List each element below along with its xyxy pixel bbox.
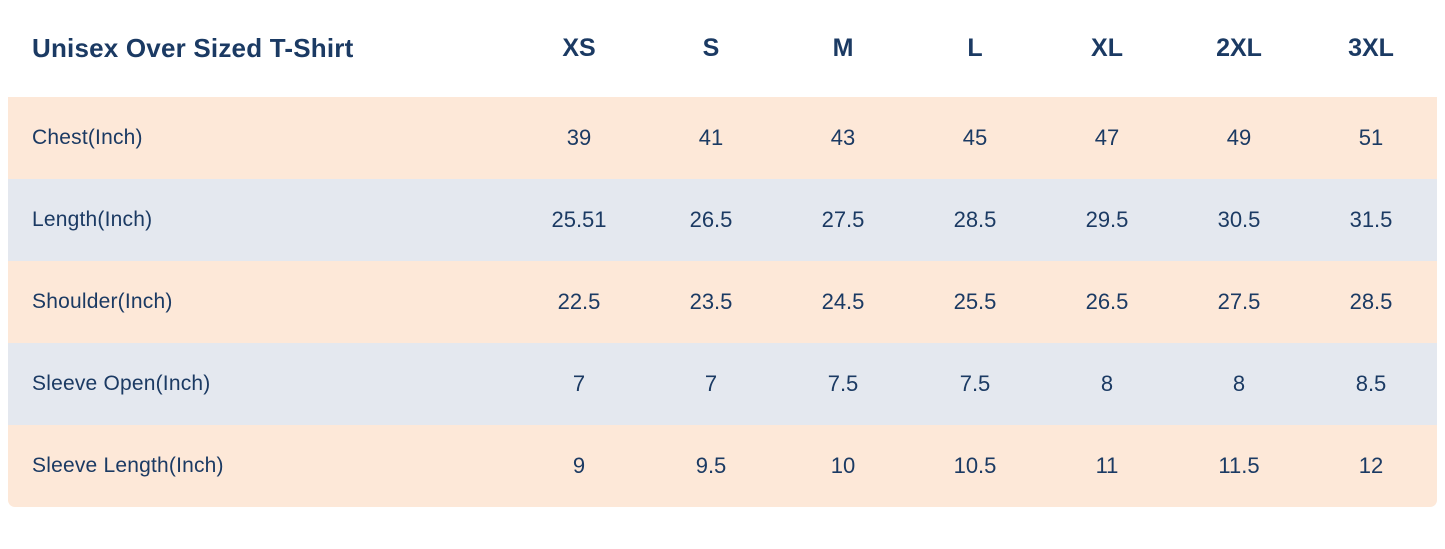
cell-value: 24.5 — [821, 289, 865, 314]
cell-value: 8.5 — [1355, 371, 1387, 396]
cell-value: 39 — [566, 125, 592, 150]
row-label: Sleeve Open(Inch) — [32, 372, 211, 395]
cell-value: 7.5 — [959, 371, 991, 396]
cell-value: 7 — [704, 371, 718, 396]
cell-value: 12 — [1358, 453, 1384, 478]
table-row-sleeve-length: Sleeve Length(Inch) 9 9.5 10 10.5 11 11.… — [8, 425, 1437, 507]
column-header-l: L — [967, 34, 983, 62]
cell-value: 29.5 — [1085, 207, 1129, 232]
column-header-xl: XL — [1091, 34, 1123, 62]
column-header-2xl: 2XL — [1216, 34, 1262, 62]
table-row-shoulder: Shoulder(Inch) 22.5 23.5 24.5 25.5 26.5 … — [8, 261, 1437, 343]
column-header-m: M — [832, 34, 854, 62]
cell-value: 9 — [572, 453, 586, 478]
cell-value: 10.5 — [953, 453, 997, 478]
cell-value: 45 — [962, 125, 988, 150]
cell-value: 26.5 — [1085, 289, 1129, 314]
cell-value: 47 — [1094, 125, 1120, 150]
cell-value: 43 — [830, 125, 856, 150]
cell-value: 51 — [1358, 125, 1384, 150]
cell-value: 22.5 — [557, 289, 601, 314]
size-chart-table: Unisex Over Sized T-Shirt XS S M L XL 2X… — [8, 0, 1437, 507]
cell-value: 31.5 — [1349, 207, 1393, 232]
cell-value: 7 — [572, 371, 586, 396]
column-header-s: S — [702, 34, 720, 62]
page-title: Unisex Over Sized T-Shirt — [32, 33, 354, 63]
cell-value: 26.5 — [689, 207, 733, 232]
row-label: Sleeve Length(Inch) — [32, 454, 224, 477]
table-row-sleeve-open: Sleeve Open(Inch) 7 7 7.5 7.5 8 8 8.5 — [8, 343, 1437, 425]
cell-value: 23.5 — [689, 289, 733, 314]
column-header-3xl: 3XL — [1348, 34, 1394, 62]
cell-value: 25.5 — [953, 289, 997, 314]
column-header-xs: XS — [562, 34, 596, 62]
cell-value: 9.5 — [695, 453, 727, 478]
cell-value: 7.5 — [827, 371, 859, 396]
row-label: Shoulder(Inch) — [32, 290, 173, 313]
cell-value: 41 — [698, 125, 724, 150]
cell-value: 8 — [1100, 371, 1114, 396]
cell-value: 27.5 — [821, 207, 865, 232]
cell-value: 49 — [1226, 125, 1252, 150]
cell-value: 11.5 — [1218, 453, 1260, 478]
row-label: Length(Inch) — [32, 208, 153, 231]
row-label: Chest(Inch) — [32, 126, 143, 149]
table-header-row: Unisex Over Sized T-Shirt XS S M L XL 2X… — [8, 0, 1437, 97]
cell-value: 28.5 — [1349, 289, 1393, 314]
cell-value: 8 — [1232, 371, 1246, 396]
cell-value: 10 — [830, 453, 856, 478]
table-row-length: Length(Inch) 25.51 26.5 27.5 28.5 29.5 3… — [8, 179, 1437, 261]
cell-value: 25.51 — [551, 207, 607, 232]
cell-value: 28.5 — [953, 207, 997, 232]
cell-value: 30.5 — [1217, 207, 1261, 232]
cell-value: 11 — [1095, 453, 1119, 478]
cell-value: 27.5 — [1217, 289, 1261, 314]
table-row-chest: Chest(Inch) 39 41 43 45 47 49 51 — [8, 97, 1437, 179]
